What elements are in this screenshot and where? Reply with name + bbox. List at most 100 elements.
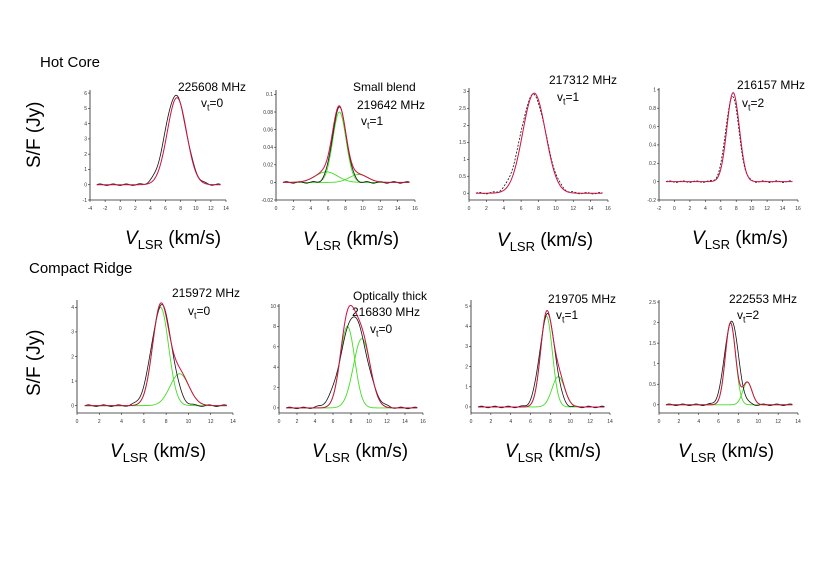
y-tick-label: 1: [71, 379, 74, 385]
gaussian-component: [665, 322, 793, 406]
model-fit: [665, 322, 793, 406]
x-tick-label: 12: [570, 206, 576, 212]
x-tick-label: -2: [103, 206, 108, 212]
x-tick-label: 8: [549, 419, 552, 425]
x-tick-label: 8: [537, 206, 540, 212]
freq-label: 217312 MHz: [549, 73, 618, 87]
x-tick-label: 12: [587, 419, 593, 425]
model-fit: [477, 310, 605, 408]
y-tick-label: 4: [71, 305, 74, 311]
transition-label: vt=2: [737, 308, 760, 325]
x-tick-label: 0: [278, 419, 281, 425]
x-tick-label: -2: [657, 206, 662, 212]
y-tick-label: 0.06: [263, 127, 273, 133]
transition-label: vt=1: [556, 308, 579, 325]
x-tick-label: 14: [223, 206, 229, 212]
x-tick-label: 16: [605, 206, 611, 212]
x-tick-label: 12: [208, 419, 214, 425]
y-tick-label: 0.5: [459, 174, 466, 180]
y-tick-label: 0: [273, 406, 276, 412]
thick-note: Optically thick: [353, 289, 428, 303]
observed-spectrum: [282, 106, 410, 184]
model-fit: [84, 302, 227, 407]
x-tick-label: 0: [673, 206, 676, 212]
x-axis-title: VLSR (km/s): [125, 228, 222, 252]
freq-label: 225608 MHz: [178, 80, 247, 94]
x-tick-label: 10: [186, 419, 192, 425]
y-tick-label: 1: [463, 157, 466, 163]
x-tick-label: 4: [697, 419, 700, 425]
y-tick-label: 0: [270, 180, 273, 186]
observed-spectrum: [477, 312, 605, 409]
x-tick-label: 2: [98, 419, 101, 425]
x-tick-label: 14: [402, 419, 408, 425]
transition-label: vt=0: [201, 96, 224, 113]
y-tick-label: 0.04: [263, 145, 273, 151]
x-tick-label: 14: [780, 206, 786, 212]
x-tick-label: 12: [775, 419, 781, 425]
y-tick-label: 2: [653, 320, 656, 326]
y-tick-label: 6: [84, 91, 87, 97]
y-tick-label: 0.2: [649, 161, 656, 167]
x-tick-label: 8: [344, 206, 347, 212]
x-tick-label: 10: [360, 206, 366, 212]
x-tick-label: 0: [470, 419, 473, 425]
hot-core-title: Hot Core: [40, 54, 101, 71]
x-tick-label: 12: [208, 206, 214, 212]
x-tick-label: 8: [165, 419, 168, 425]
x-tick-label: 14: [795, 419, 801, 425]
model-fit: [282, 105, 410, 183]
y-tick-label: 0.4: [649, 143, 656, 149]
x-tick-label: 14: [588, 206, 594, 212]
x-axis-title: VLSR (km/s): [505, 441, 602, 465]
x-tick-label: 6: [529, 419, 532, 425]
y-tick-label: 0: [71, 403, 74, 409]
y-tick-label: -0.2: [647, 198, 656, 204]
y-tick-label: 10: [270, 304, 276, 310]
x-tick-label: 12: [764, 206, 770, 212]
observed-spectrum: [286, 316, 418, 410]
y-tick-label: 0: [463, 191, 466, 197]
gaussian-component: [282, 111, 410, 183]
x-tick-label: 10: [553, 206, 559, 212]
observed-spectrum: [665, 320, 793, 406]
y-tick-label: 3: [84, 137, 87, 143]
observed-spectrum: [96, 94, 221, 186]
freq-label: 215972 MHz: [172, 286, 241, 300]
freq-label: 216830 MHz: [352, 305, 421, 319]
x-tick-label: 4: [314, 419, 317, 425]
x-tick-label: 14: [230, 419, 236, 425]
gaussian-component: [286, 325, 418, 409]
x-tick-label: 2: [292, 206, 295, 212]
x-tick-label: 6: [520, 206, 523, 212]
spectrum-plot-217312: 0 2 4 6 8 10 12 14 16 0 0.5 1 1.5 2 2.5 3: [459, 88, 611, 212]
x-tick-label: 2: [688, 206, 691, 212]
y-tick-label: 0.8: [649, 106, 656, 112]
y-tick-label: 2: [465, 364, 468, 370]
y-tick-label: 5: [465, 304, 468, 310]
x-tick-label: 10: [568, 419, 574, 425]
x-axis-title: VLSR (km/s): [692, 228, 789, 252]
freq-label: 222553 MHz: [729, 292, 798, 306]
x-tick-label: 2: [677, 419, 680, 425]
y-tick-label: 1: [653, 361, 656, 367]
y-tick-label: 0.6: [649, 124, 656, 130]
x-tick-label: 4: [149, 206, 152, 212]
x-tick-label: 8: [737, 419, 740, 425]
y-tick-label: 0.1: [266, 92, 273, 98]
x-axis-title: VLSR (km/s): [312, 441, 409, 465]
y-tick-label: 1.5: [459, 140, 466, 146]
x-tick-label: 12: [384, 419, 390, 425]
x-tick-label: 6: [332, 419, 335, 425]
x-tick-label: 4: [704, 206, 707, 212]
x-tick-label: 12: [377, 206, 383, 212]
y-axis-title-compact-ridge: S/F (Jy): [24, 329, 45, 397]
y-tick-label: 0.08: [263, 110, 273, 116]
model-fit: [286, 304, 418, 409]
x-tick-label: 6: [719, 206, 722, 212]
x-tick-label: 8: [350, 419, 353, 425]
x-tick-label: 4: [120, 419, 123, 425]
